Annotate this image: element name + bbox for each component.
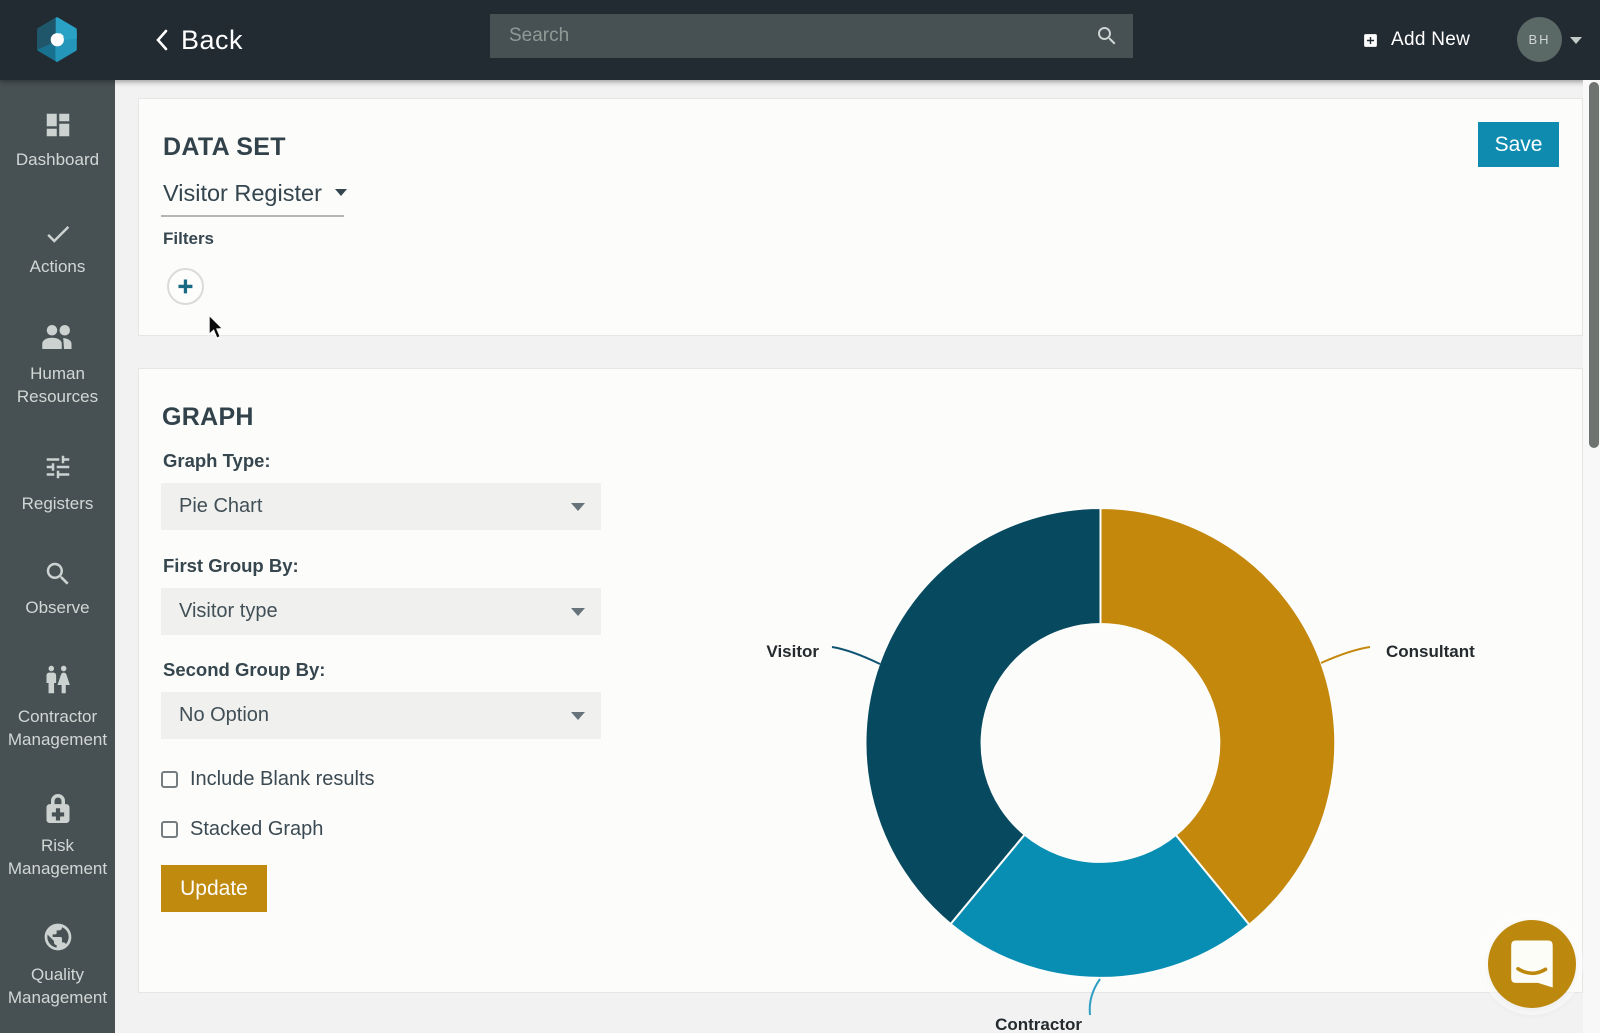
svg-text:Visitor: Visitor [766, 642, 819, 661]
svg-text:Consultant: Consultant [1386, 642, 1475, 661]
svg-text:Contractor: Contractor [995, 1015, 1082, 1033]
